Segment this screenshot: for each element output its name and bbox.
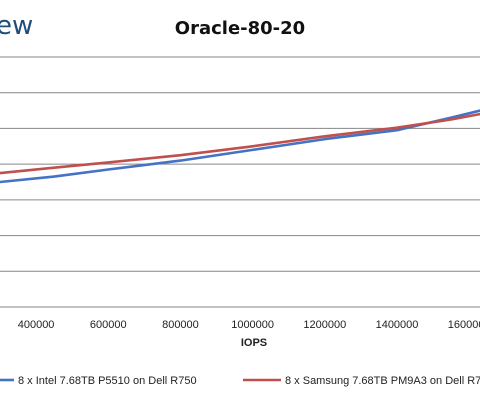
brand-fragment: ew <box>0 11 33 41</box>
x-tick-label: 1400000 <box>376 319 419 331</box>
x-tick-labels: 400000 600000 800000 1000000 1200000 1400000 1… <box>18 319 480 331</box>
series-lines <box>0 109 480 184</box>
x-tick-label: 1200000 <box>303 319 346 331</box>
series-line-1 <box>0 109 480 184</box>
x-tick-label: 1600000 <box>448 319 480 331</box>
legend: 8 x Intel 7.68TB P5510 on Dell R750 8 x S… <box>0 375 480 387</box>
gridlines <box>0 56 480 308</box>
x-tick-label: 400000 <box>18 319 55 331</box>
series-line-2 <box>0 112 480 175</box>
legend-label-1: 8 x Intel 7.68TB P5510 on Dell R750 <box>18 375 197 387</box>
chart-title: Oracle-80-20 <box>175 18 305 39</box>
legend-label-2: 8 x Samsung 7.68TB PM9A3 on Dell R750 <box>285 375 480 387</box>
x-axis-title: IOPS <box>241 337 267 349</box>
x-tick-label: 600000 <box>90 319 127 331</box>
x-tick-label: 1000000 <box>231 319 274 331</box>
x-tick-label: 800000 <box>162 319 199 331</box>
